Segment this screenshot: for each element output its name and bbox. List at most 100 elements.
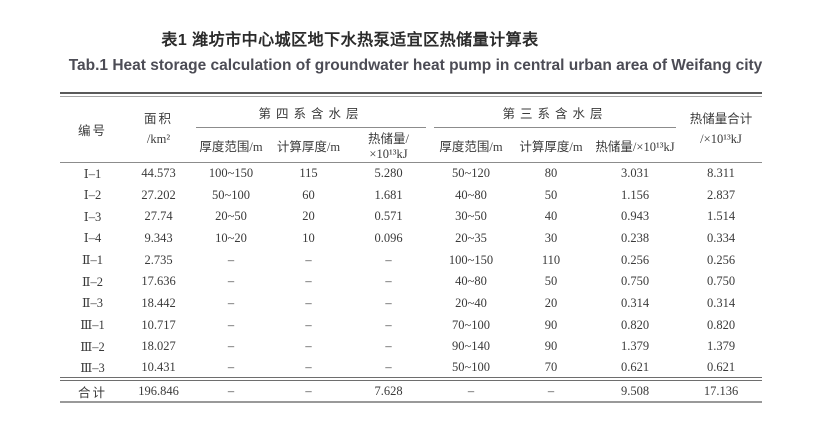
- cell-q-heat-storage: –: [385, 360, 392, 375]
- cell-t-calc-thickness: 50: [544, 187, 558, 202]
- table-row: Ⅲ–3 10.431 – – – 50~100 70 0.621 0.621: [60, 358, 762, 380]
- cell-zone-id: Ⅰ–4: [83, 231, 102, 246]
- cell-q-thickness-range: 50~100: [211, 187, 250, 202]
- cell-zone-id: Ⅲ–3: [80, 360, 105, 375]
- cell-t-heat-storage: 0.621: [620, 360, 650, 375]
- cell-t-calc-thickness: 110: [541, 252, 561, 267]
- col-header-t-thickness-range: 厚度范围/m: [430, 128, 512, 163]
- cell-heat-total: 1.379: [706, 339, 736, 354]
- cell-area: 10.717: [141, 317, 176, 332]
- cell-zone-id: Ⅱ–2: [82, 274, 103, 289]
- cell-q-heat-storage: 0.571: [374, 209, 403, 224]
- total-row: 合计 196.846 – – 7.628 – – 9.508 17.136: [60, 377, 762, 403]
- heat-storage-table-wrap: 编号 面积 /km² 第四系含水层 第三系含水层 热储量合计 /×10¹³kJ: [60, 92, 762, 404]
- cell-t-calc-thickness: 90: [544, 317, 558, 332]
- cell-t-thickness-range: 50~100: [451, 360, 490, 375]
- cell-q-heat-storage: –: [385, 317, 392, 332]
- cell-t-thickness-range: 70~100: [451, 317, 490, 332]
- cell-area: 18.442: [141, 295, 176, 310]
- col-header-t-calc-thickness: 计算厚度/m: [512, 128, 590, 163]
- col-header-t-heat-storage: 热储量/×10¹³kJ: [590, 128, 680, 163]
- group-header-tertiary-label: 第三系含水层: [434, 97, 676, 128]
- cell-t-thickness-range: 90~140: [451, 339, 490, 354]
- col-header-area-line1: 面积: [143, 112, 173, 127]
- cell-area: 17.636: [141, 274, 176, 289]
- cell-q-thickness-range: 10~20: [215, 230, 247, 245]
- table-row: Ⅰ–3 27.74 20~50 20 0.571 30~50 40 0.943 …: [60, 206, 762, 228]
- total-cell-heat-total: 17.136: [680, 377, 762, 403]
- cell-q-heat-storage: –: [385, 252, 392, 267]
- cell-t-heat-storage: 1.379: [620, 339, 650, 354]
- cell-heat-total: 0.314: [706, 295, 736, 310]
- cell-t-calc-thickness: 20: [544, 295, 558, 310]
- total-cell-q-range: –: [192, 377, 270, 403]
- table-title-zh: 表1 潍坊市中心城区地下水热泵适宜区热储量计算表: [161, 32, 539, 49]
- cell-t-heat-storage: 0.943: [620, 209, 650, 224]
- col-header-q-heat-storage: 热储量/×10¹³kJ: [347, 128, 430, 163]
- total-cell-t-range: –: [430, 377, 512, 403]
- cell-t-calc-thickness: 80: [544, 166, 558, 181]
- cell-q-thickness-range: –: [227, 360, 235, 375]
- group-header-quaternary-label: 第四系含水层: [196, 97, 426, 128]
- group-header-tertiary-aquifer: 第三系含水层: [430, 97, 680, 128]
- cell-q-thickness-range: –: [227, 274, 235, 289]
- table-body: Ⅰ–1 44.573 100~150 115 5.280 50~120 80 3…: [60, 163, 762, 380]
- cell-t-calc-thickness: 40: [544, 209, 558, 224]
- total-cell-label: 合计: [60, 377, 125, 403]
- cell-q-calc-thickness: 20: [302, 209, 315, 224]
- cell-heat-total: 8.311: [707, 166, 735, 181]
- cell-heat-total: 0.256: [706, 252, 736, 267]
- cell-q-calc-thickness: –: [305, 295, 312, 310]
- col-header-heat-total-line1: 热储量合计: [689, 112, 753, 127]
- cell-q-heat-storage: 5.280: [374, 166, 403, 181]
- table-row: Ⅰ–1 44.573 100~150 115 5.280 50~120 80 3…: [60, 163, 762, 185]
- group-header-quaternary-aquifer: 第四系含水层: [192, 97, 430, 128]
- col-header-q-thickness-range: 厚度范围/m: [192, 128, 270, 163]
- cell-q-thickness-range: –: [227, 339, 235, 354]
- cell-zone-id: Ⅰ–3: [83, 209, 102, 224]
- cell-t-calc-thickness: 90: [544, 339, 558, 354]
- cell-q-thickness-range: –: [227, 295, 235, 310]
- heat-storage-table: 编号 面积 /km² 第四系含水层 第三系含水层 热储量合计 /×10¹³kJ: [60, 96, 762, 404]
- cell-q-thickness-range: 20~50: [215, 209, 247, 224]
- col-header-area-line2: /km²: [146, 131, 171, 146]
- cell-zone-id: Ⅱ–1: [82, 253, 103, 268]
- total-cell-q-heat: 7.628: [347, 377, 430, 403]
- cell-heat-total: 2.837: [706, 187, 736, 202]
- cell-q-heat-storage: 1.681: [374, 187, 403, 202]
- table-row: Ⅰ–4 9.343 10~20 10 0.096 20~35 30 0.238 …: [60, 228, 762, 250]
- cell-t-thickness-range: 40~80: [455, 187, 487, 202]
- cell-q-thickness-range: 100~150: [208, 166, 254, 181]
- cell-area: 10.431: [141, 360, 176, 375]
- col-header-q-calc-thickness: 计算厚度/m: [270, 128, 347, 163]
- cell-area: 18.027: [141, 339, 176, 354]
- col-header-area: 面积 /km²: [125, 96, 192, 163]
- cell-t-calc-thickness: 30: [544, 230, 558, 245]
- cell-q-heat-storage: 0.096: [374, 230, 403, 245]
- header-row-groups: 编号 面积 /km² 第四系含水层 第三系含水层 热储量合计 /×10¹³kJ: [60, 96, 762, 163]
- total-cell-t-heat: 9.508: [590, 377, 680, 403]
- cell-zone-id: Ⅰ–1: [83, 166, 102, 181]
- table-row: Ⅲ–2 18.027 – – – 90~140 90 1.379 1.379: [60, 336, 762, 358]
- cell-q-heat-storage: –: [385, 339, 392, 354]
- cell-q-calc-thickness: –: [305, 252, 312, 267]
- table-row: Ⅱ–2 17.636 – – – 40~80 50 0.750 0.750: [60, 271, 762, 293]
- total-cell-area: 196.846: [125, 377, 192, 403]
- cell-t-thickness-range: 100~150: [448, 252, 494, 267]
- cell-q-calc-thickness: –: [305, 360, 312, 375]
- cell-q-heat-storage: –: [385, 274, 392, 289]
- cell-t-heat-storage: 3.031: [620, 166, 650, 181]
- total-cell-t-calc: –: [512, 377, 590, 403]
- cell-t-heat-storage: 0.256: [620, 252, 650, 267]
- cell-q-calc-thickness: 115: [299, 166, 318, 181]
- col-header-heat-total: 热储量合计 /×10¹³kJ: [680, 96, 762, 163]
- cell-t-calc-thickness: 50: [544, 274, 558, 289]
- cell-q-thickness-range: –: [227, 317, 235, 332]
- cell-t-heat-storage: 0.750: [620, 274, 650, 289]
- cell-area: 9.343: [144, 230, 173, 245]
- cell-area: 27.202: [141, 187, 176, 202]
- cell-t-heat-storage: 0.820: [620, 317, 650, 332]
- cell-t-thickness-range: 50~120: [451, 166, 490, 181]
- cell-t-heat-storage: 1.156: [620, 187, 650, 202]
- cell-zone-id: Ⅲ–2: [80, 339, 105, 354]
